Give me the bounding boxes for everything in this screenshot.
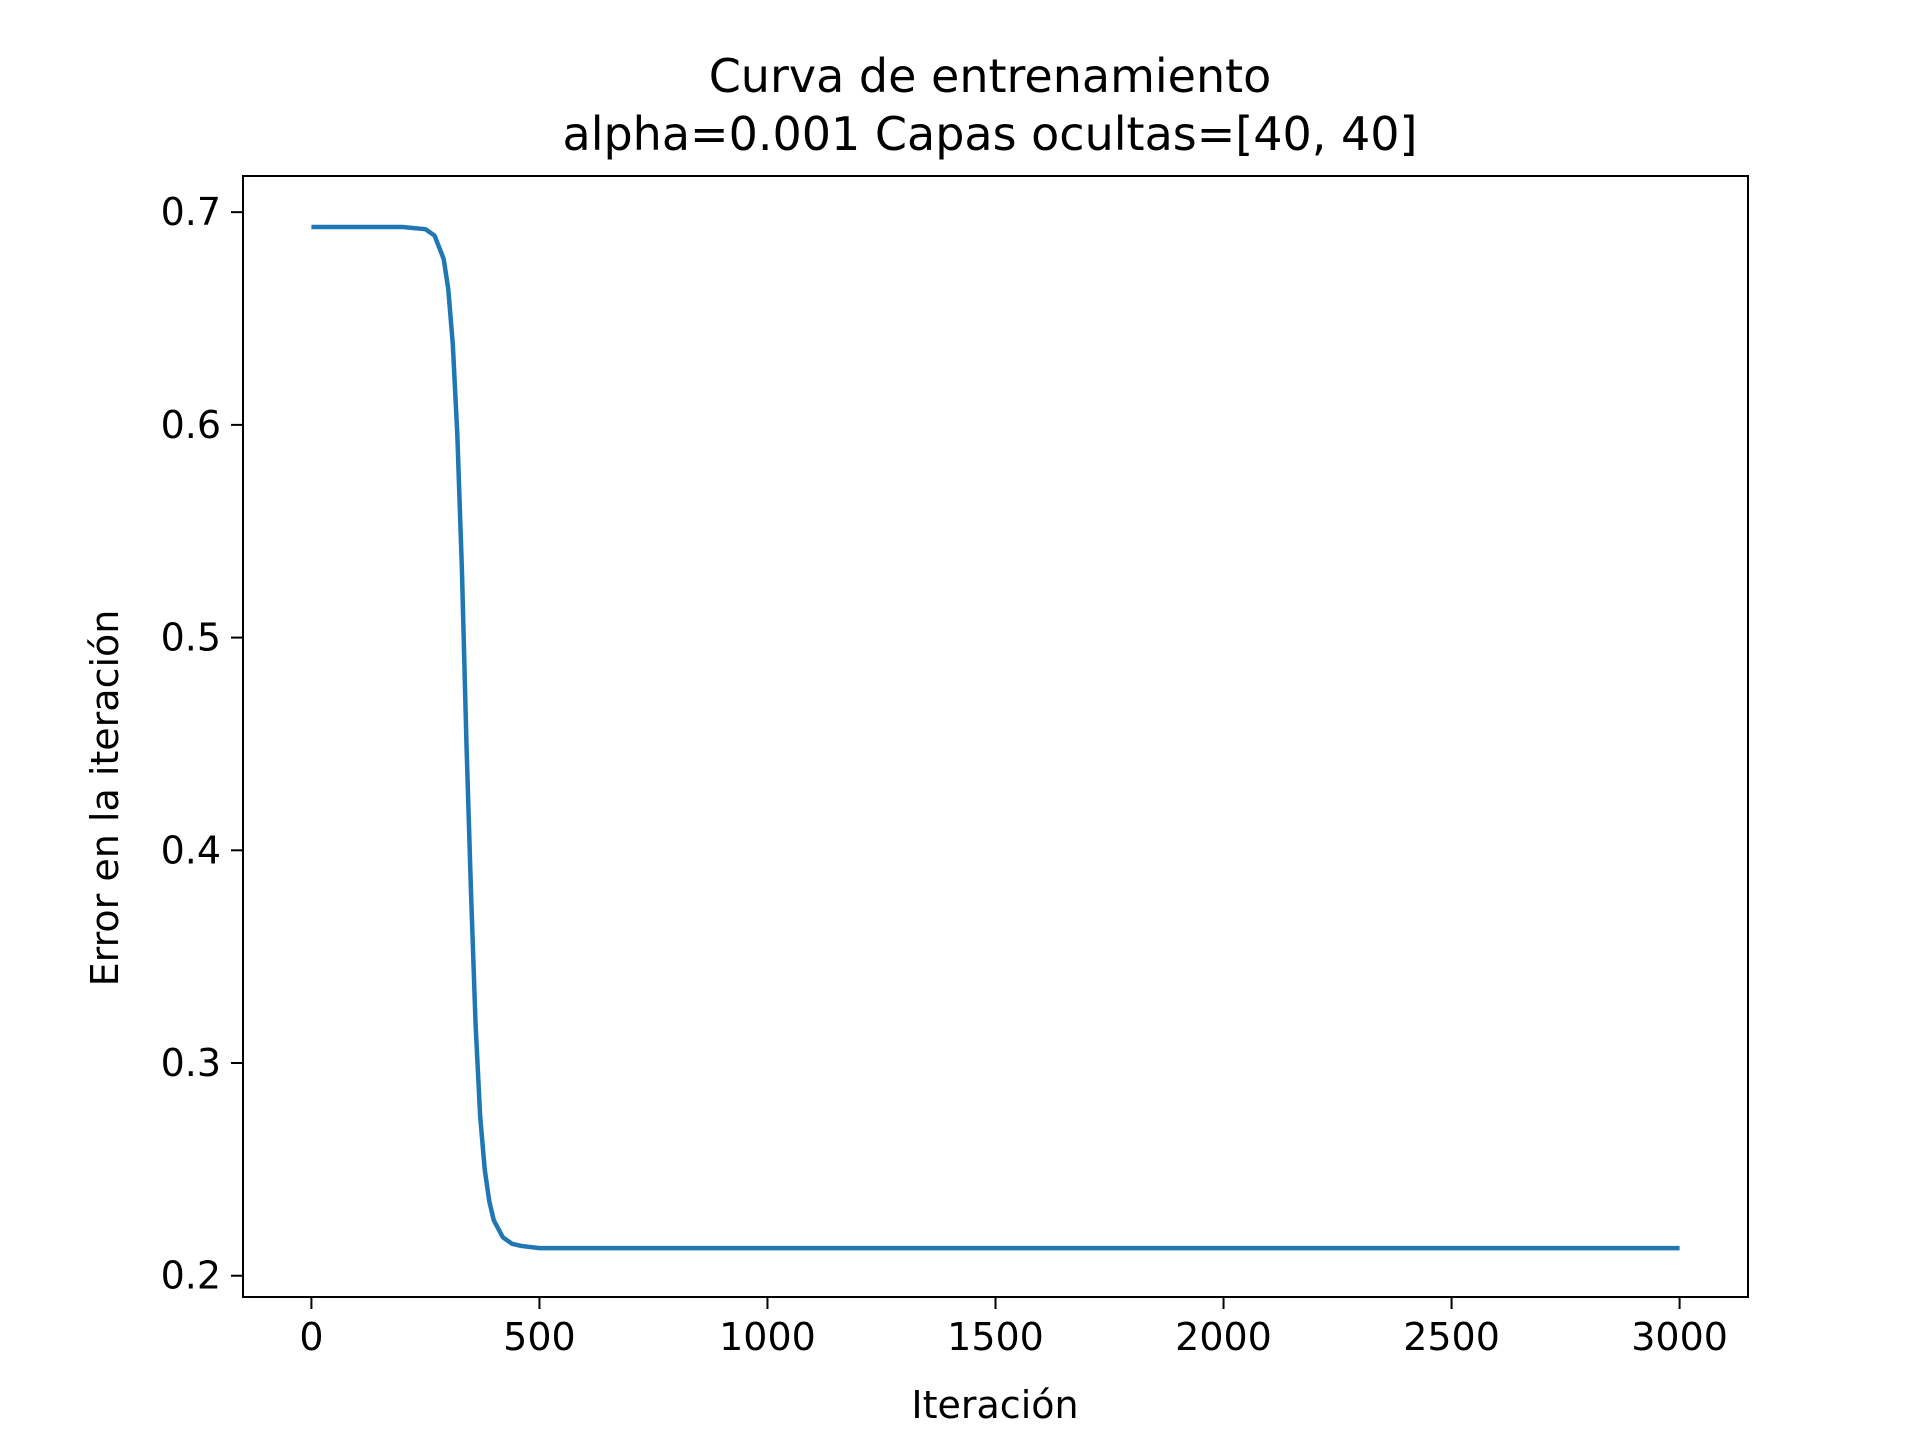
y-axis-label: Error en la iteración — [83, 610, 127, 987]
chart-subtitle: alpha=0.001 Capas ocultas=[40, 40] — [563, 107, 1418, 161]
series-line-0 — [311, 224, 1680, 1251]
x-tick-label: 2000 — [1175, 1315, 1272, 1359]
x-tick-label: 3000 — [1631, 1315, 1728, 1359]
y-tick-label: 0.6 — [161, 403, 221, 447]
y-tick-label: 0.2 — [161, 1254, 221, 1298]
x-tick-label: 0 — [299, 1315, 323, 1359]
x-axis-label: Iteración — [911, 1383, 1078, 1427]
x-tick-label: 1500 — [947, 1315, 1044, 1359]
x-tick-label: 500 — [503, 1315, 576, 1359]
y-tick-label: 0.3 — [161, 1041, 221, 1085]
x-tick-label: 2500 — [1403, 1315, 1500, 1359]
y-tick-label: 0.4 — [161, 828, 221, 872]
x-tick-label: 1000 — [719, 1315, 816, 1359]
plot-area: 0 500 1000 1500 2000 2500 3000 0.2 0.3 0.4 0.5 0.6 0… — [161, 175, 1749, 1359]
chart-title: Curva de entrenamiento — [709, 49, 1272, 103]
y-tick-label: 0.5 — [161, 616, 221, 660]
plot-frame — [242, 175, 1749, 1298]
y-tick-label: 0.7 — [161, 190, 221, 234]
